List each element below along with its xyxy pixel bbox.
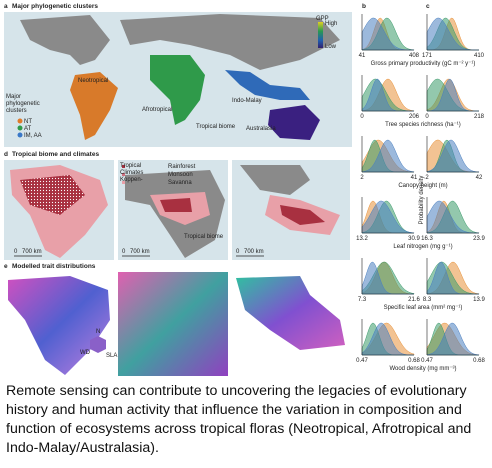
- caption: Remote sensing can contribute to uncover…: [6, 383, 472, 456]
- x-tick-label: 171: [422, 53, 433, 59]
- trait-axis: SLA: [106, 353, 117, 359]
- scale-label: 700 km: [130, 249, 150, 255]
- x-tick-label: 23.9: [473, 236, 485, 242]
- x-tick-label: 0.47: [421, 358, 433, 364]
- region-label: Neotropical: [78, 78, 108, 84]
- rainforest-area: [160, 198, 192, 212]
- scale-label: 0: [14, 249, 18, 255]
- biome-hatch: [20, 175, 85, 215]
- panel-label: c: [426, 3, 430, 10]
- x-tick-label: 41: [359, 53, 366, 59]
- south-america: [70, 72, 118, 140]
- x-tick-label: 410: [474, 53, 485, 59]
- x-axis-label: Leaf nitrogen (mg g⁻¹): [393, 244, 452, 250]
- x-tick-label: 13.2: [356, 236, 368, 242]
- x-tick-label: 8.3: [423, 297, 432, 303]
- scale-label: 0: [122, 249, 126, 255]
- x-tick-label: 0: [425, 114, 429, 120]
- x-tick-label: 0.68: [473, 358, 485, 364]
- gpp-title: GPP: [316, 16, 329, 22]
- x-tick-label: 41: [411, 175, 418, 181]
- x-axis-label: Wood density (mg mm⁻³): [389, 366, 456, 372]
- biome-label: Tropical biome: [184, 234, 224, 240]
- x-tick-label: 21.6: [408, 297, 420, 303]
- trait-axis: WD: [80, 350, 91, 356]
- biome-label: Tropical biome: [196, 124, 236, 130]
- gpp-low: Low: [325, 44, 337, 50]
- x-tick-label: 206: [409, 114, 420, 120]
- x-tick-label: 0.68: [408, 358, 420, 364]
- x-tick-label: 218: [474, 114, 485, 120]
- panel-label: e: [4, 263, 8, 270]
- trait-map: [118, 272, 228, 376]
- africa: [150, 55, 205, 125]
- trait-map: [8, 276, 110, 375]
- x-tick-label: 7.3: [358, 297, 367, 303]
- panel-title: Modelled trait distributions: [12, 263, 96, 270]
- panel-label: d: [4, 151, 8, 158]
- x-tick-label: 2: [425, 175, 429, 181]
- legend-swatch: [122, 181, 125, 184]
- legend-label: Savanna: [168, 180, 192, 186]
- scale-label: 0: [236, 249, 240, 255]
- x-tick-label: 13.9: [473, 297, 485, 303]
- x-tick-label: 408: [409, 53, 420, 59]
- legend-label: AT: [24, 126, 32, 132]
- legend-title: Tropical Climates Koppen-: [120, 163, 144, 183]
- trait-axis: N: [96, 329, 100, 335]
- scale-label: 700 km: [22, 249, 42, 255]
- legend-swatch: [122, 165, 125, 168]
- density-curve: [361, 200, 415, 234]
- legend-label: Rainforest: [168, 164, 196, 170]
- panel-title: Major phylogenetic clusters: [12, 3, 98, 10]
- panel-label: a: [4, 3, 8, 10]
- density-curve: [426, 139, 480, 173]
- asia-mainland: [240, 165, 310, 195]
- trait-key: [90, 336, 106, 353]
- legend-label: IM, AA: [24, 133, 42, 139]
- x-tick-label: 0: [360, 114, 364, 120]
- x-tick-label: 30.9: [408, 236, 420, 242]
- rainforest-area: [280, 205, 325, 225]
- x-axis-label: Tree species richness (ha⁻¹): [385, 122, 461, 128]
- legend-label: Monsoon: [168, 172, 193, 178]
- legend-label: NT: [24, 119, 32, 125]
- legend-swatch: [17, 118, 23, 124]
- legend-swatch: [122, 173, 125, 176]
- x-tick-label: 16.3: [421, 236, 433, 242]
- eurasia: [120, 14, 340, 70]
- north-america: [20, 15, 110, 65]
- density-curve: [361, 322, 414, 356]
- region-label: Australasia: [246, 126, 276, 132]
- density-curve: [361, 139, 415, 173]
- x-tick-label: 0.47: [356, 358, 368, 364]
- legend-swatch: [17, 132, 23, 138]
- gpp-scale: [318, 22, 323, 48]
- panel-title: Tropical biome and climates: [12, 151, 99, 158]
- region-label: Indo-Malay: [232, 98, 262, 104]
- gpp-high: High: [325, 21, 337, 27]
- panel-label: b: [362, 3, 366, 10]
- legend-swatch: [17, 125, 23, 131]
- x-axis-label: Gross primary productivity (gC m⁻² y⁻¹): [371, 61, 476, 67]
- indo-malay: [225, 70, 310, 100]
- scale-label: 700 km: [244, 249, 264, 255]
- legend-title: Major phylogenetic clusters: [6, 94, 40, 114]
- trait-map: [236, 276, 345, 350]
- y-axis-label: Probability density: [419, 176, 425, 225]
- density-curve: [426, 322, 480, 356]
- x-tick-label: 42: [476, 175, 483, 181]
- x-axis-label: Specific leaf area (mm² mg⁻¹): [384, 305, 463, 311]
- x-tick-label: 2: [360, 175, 364, 181]
- x-axis-label: Canopy height (m): [398, 183, 447, 189]
- australia: [268, 105, 320, 140]
- region-label: Afrotropical: [142, 107, 172, 113]
- figure-graphics: a Major phylogenetic clusters GPP High L…: [4, 3, 485, 376]
